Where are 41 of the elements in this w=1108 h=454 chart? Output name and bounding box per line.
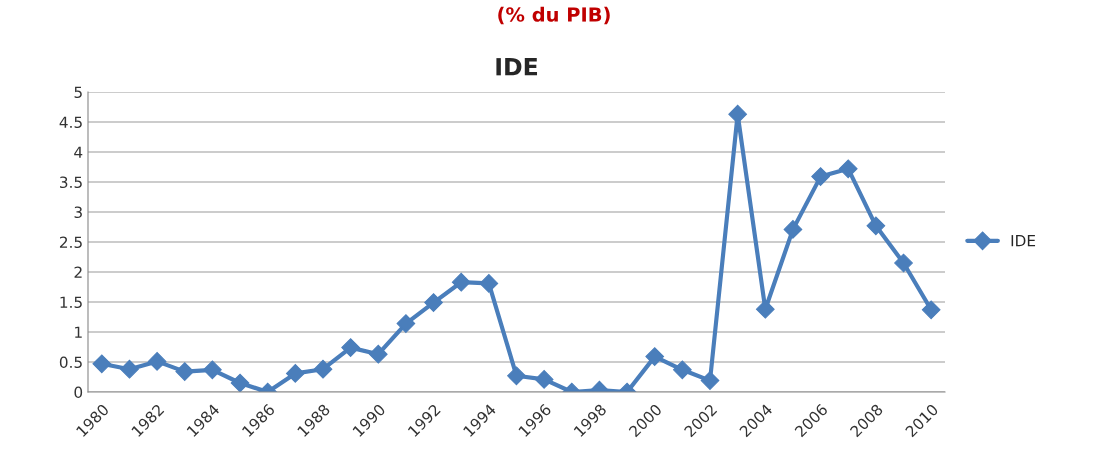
point — [921, 300, 941, 320]
point — [755, 299, 775, 319]
point — [673, 360, 692, 380]
y-tick-label: 4.5 — [59, 116, 82, 129]
point — [894, 253, 913, 273]
point — [396, 314, 416, 333]
point — [341, 338, 360, 357]
point — [230, 373, 250, 392]
y-tick-label: 2.5 — [59, 236, 82, 249]
y-tick-label: 2 — [74, 266, 82, 278]
point — [479, 274, 499, 293]
point — [120, 359, 139, 379]
point — [147, 352, 167, 371]
point — [424, 293, 443, 312]
point — [285, 364, 305, 383]
point — [783, 220, 803, 239]
y-tick-label: 3 — [74, 206, 82, 219]
y-tick-label: 1 — [75, 326, 82, 338]
y-tick-label: 3.5 — [60, 176, 82, 189]
point — [838, 159, 858, 179]
point — [451, 272, 471, 292]
y-tick-label: 0.5 — [59, 356, 82, 369]
point — [645, 347, 665, 366]
point — [313, 359, 333, 379]
legend-label: IDE — [1011, 235, 1036, 247]
y-tick-label: 5 — [74, 86, 82, 99]
point — [534, 370, 554, 389]
point — [811, 167, 830, 186]
text: (% du PIB) — [498, 6, 610, 25]
point — [368, 344, 388, 364]
chart-title: IDE — [496, 58, 538, 76]
y-tick-label: 4 — [74, 146, 83, 158]
point — [728, 104, 748, 124]
point — [700, 371, 720, 390]
y-tick-label: 1.5 — [60, 296, 82, 309]
point — [866, 216, 886, 236]
point — [203, 360, 222, 380]
y-tick-label: 0 — [74, 386, 83, 399]
point — [175, 362, 195, 381]
point — [92, 354, 112, 374]
point — [507, 366, 526, 386]
